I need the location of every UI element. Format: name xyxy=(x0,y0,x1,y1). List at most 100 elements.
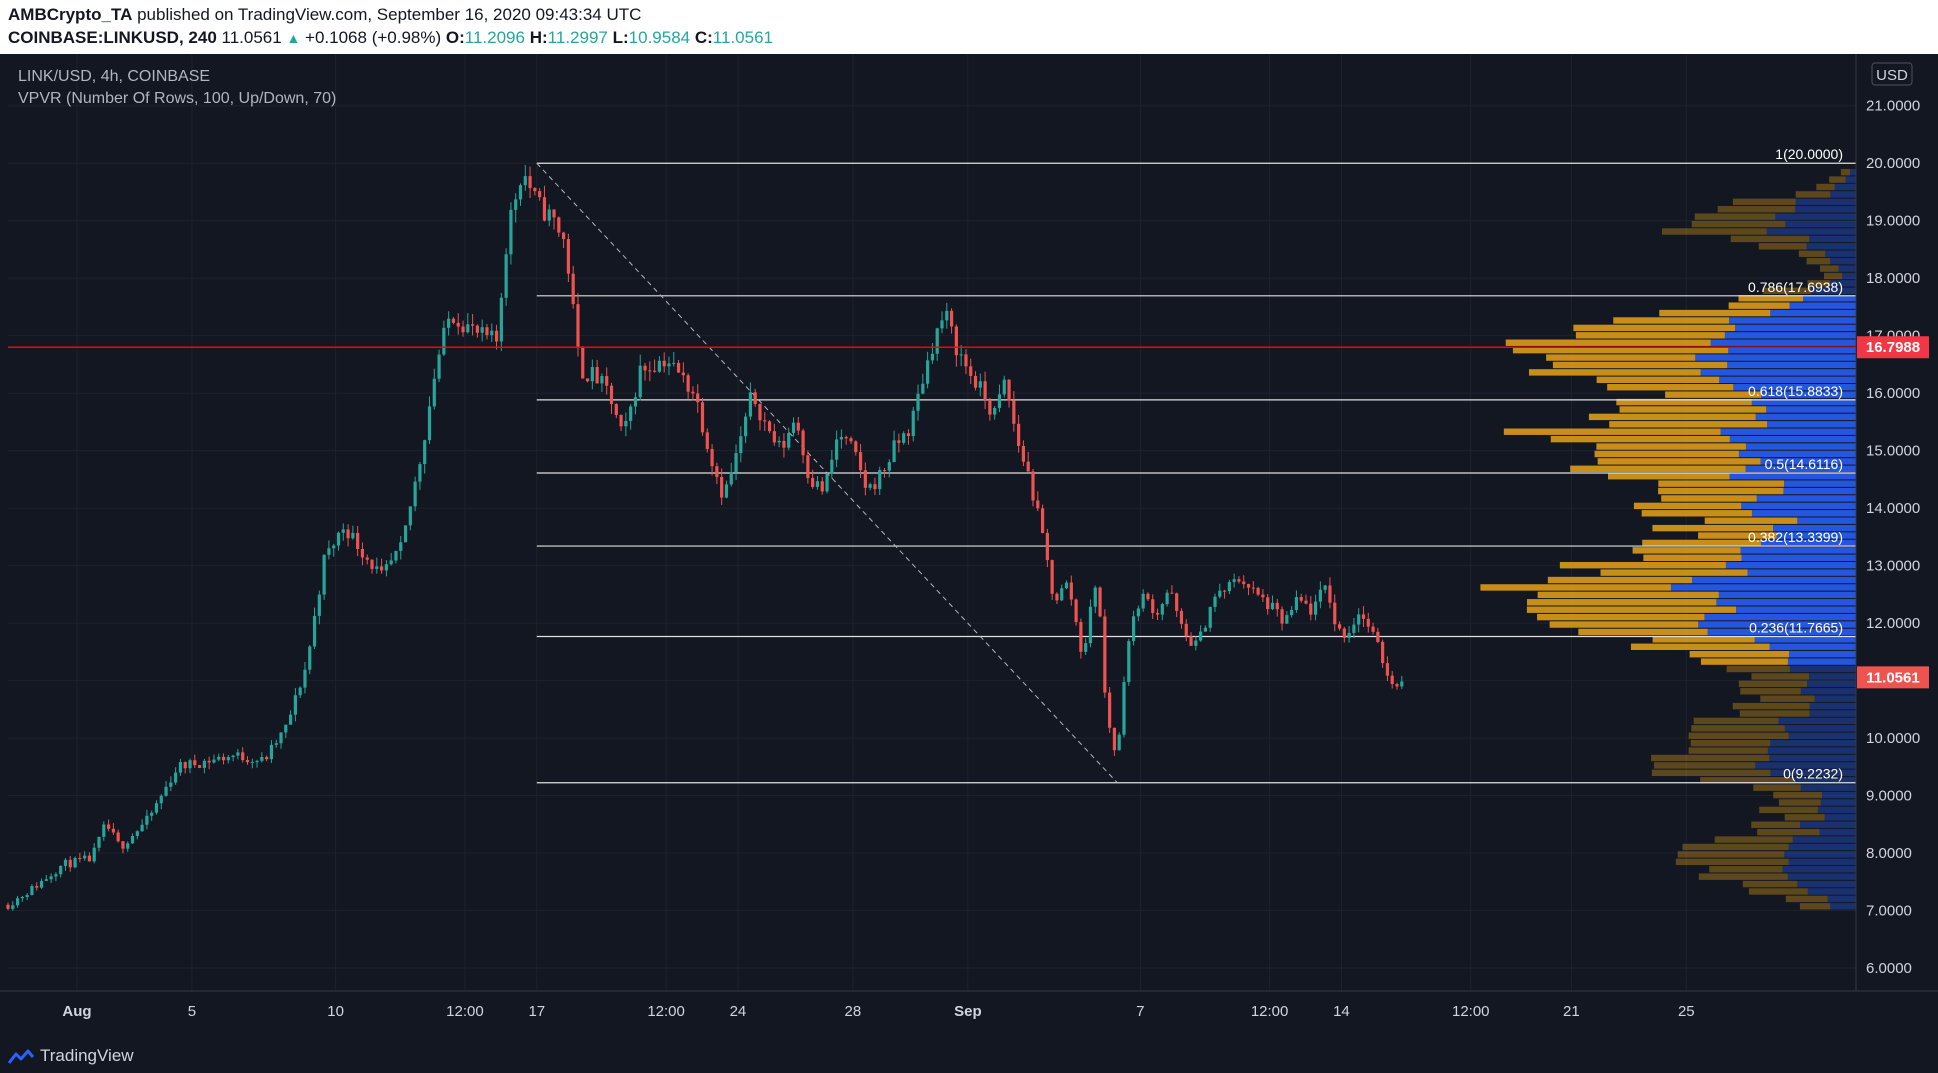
candle-body xyxy=(92,847,96,862)
vpvr-up-bar xyxy=(1809,235,1856,243)
candle-body xyxy=(490,330,494,336)
vpvr-up-bar xyxy=(1824,814,1856,821)
vpvr-down-bar xyxy=(1651,754,1770,762)
candle-body xyxy=(6,904,10,909)
candle-body xyxy=(1357,614,1361,625)
candle-body xyxy=(1064,582,1069,589)
candle-body xyxy=(1309,603,1313,615)
candle-body xyxy=(418,464,422,482)
time-axis[interactable]: Aug 5 10 12:00 17 12:00 24 28 Sep 7 12:00 14 12:00 21… xyxy=(62,1003,1694,1020)
vpvr-down-bar xyxy=(1559,561,1726,569)
x-tick-label: 21 xyxy=(1563,1003,1580,1020)
candle-body xyxy=(1155,612,1160,615)
candle-body xyxy=(878,470,882,490)
vpvr-down-bar xyxy=(1596,443,1746,450)
candle-body xyxy=(653,370,657,372)
vpvr-up-bar xyxy=(1783,487,1856,495)
candle-body xyxy=(217,756,221,760)
candle-body xyxy=(312,615,317,647)
vpvr-up-bar xyxy=(1803,295,1856,302)
vpvr-down-bar xyxy=(1704,517,1798,524)
candle-body xyxy=(346,529,350,539)
vpvr-down-bar xyxy=(1609,421,1768,428)
candle-body xyxy=(1203,627,1208,632)
vpvr-down-bar xyxy=(1732,198,1796,206)
candle-body xyxy=(83,855,87,859)
candle-body xyxy=(557,217,561,233)
candle-body xyxy=(1040,508,1045,533)
candle-body xyxy=(676,362,681,373)
vpvr-down-bar xyxy=(1503,428,1721,435)
candle-body xyxy=(1026,461,1030,472)
fib-trend-line[interactable] xyxy=(536,162,1118,784)
vpvr-down-bar xyxy=(1658,480,1785,487)
currency-button[interactable] xyxy=(1871,62,1913,86)
candle-body xyxy=(39,880,44,888)
vpvr-down-bar xyxy=(1632,547,1741,554)
candle-body xyxy=(30,886,34,896)
vpvr-up-bar xyxy=(1845,176,1856,183)
y-tick-label: 15.0000 xyxy=(1866,443,1920,460)
candle-body xyxy=(471,324,475,326)
vpvr-up-bar xyxy=(1830,257,1856,265)
candle-body xyxy=(629,406,633,421)
author-name[interactable]: AMBCrypto_TA xyxy=(8,5,133,24)
vpvr-down-bar xyxy=(1785,895,1828,903)
published-text: published on TradingView.com, September … xyxy=(132,5,642,24)
candle-body xyxy=(930,353,935,361)
candle-body xyxy=(1381,641,1385,664)
vpvr-up-bar xyxy=(1850,168,1856,176)
candle-body xyxy=(633,397,638,407)
vpvr-up-bar xyxy=(1795,198,1856,206)
candle-body xyxy=(308,646,312,670)
vpvr-up-bar xyxy=(1769,643,1856,650)
candle-body xyxy=(830,459,834,474)
vpvr-down-bar xyxy=(1661,228,1767,235)
vpvr-down-bar xyxy=(1773,791,1823,799)
low-label: L: xyxy=(612,28,629,47)
price-chart[interactable]: 1(20.0000) 0.786(17.6938) 0.618(15.8833) 0.… xyxy=(0,54,1938,1040)
candle-body xyxy=(1088,606,1093,644)
vpvr-down-bar xyxy=(1829,176,1846,183)
candle-body xyxy=(772,431,776,443)
candle-body xyxy=(255,760,259,763)
candle-body xyxy=(667,363,671,367)
vpvr-up-bar xyxy=(1788,858,1856,866)
vpvr-up-bar xyxy=(1807,888,1856,895)
x-tick-label: 12:00 xyxy=(1251,1003,1289,1020)
candle-body xyxy=(494,330,499,342)
vpvr-up-bar xyxy=(1736,606,1856,613)
candle-body xyxy=(140,824,144,832)
candle-body xyxy=(758,404,762,421)
candle-body xyxy=(935,328,939,354)
candle-body xyxy=(600,376,604,384)
price-axis[interactable]: 6.00007.00008.00009.000010.000011.000012… xyxy=(1866,98,1920,977)
brand-name[interactable]: TradingView xyxy=(40,1046,134,1065)
vpvr-down-bar xyxy=(1709,866,1783,873)
vpvr-down-bar xyxy=(1552,361,1728,369)
candle-body xyxy=(1045,532,1049,561)
candle-body xyxy=(1160,604,1164,615)
candle-body xyxy=(1251,587,1255,589)
vpvr-down-bar xyxy=(1690,739,1771,747)
vpvr-up-bar xyxy=(1766,406,1856,413)
last-price: 11.0561 xyxy=(221,28,282,47)
candle-body xyxy=(135,831,139,837)
y-tick-label: 20.0000 xyxy=(1866,155,1920,172)
candle-body xyxy=(868,484,872,488)
symbol-name: COINBASE:LINKUSD, xyxy=(8,28,184,47)
vpvr-down-bar xyxy=(1714,836,1793,843)
vpvr-down-bar xyxy=(1732,702,1810,710)
candle-body xyxy=(581,347,585,379)
candle-body xyxy=(1242,581,1246,585)
candle-body xyxy=(485,327,489,336)
vpvr-down-bar xyxy=(1798,250,1826,257)
candle-body xyxy=(739,436,743,454)
candle-body xyxy=(1261,594,1265,598)
candle-body xyxy=(1141,593,1145,609)
vpvr-up-bar xyxy=(1728,346,1856,354)
candle-body xyxy=(1021,445,1026,462)
candle-body xyxy=(356,532,360,549)
vpvr-up-bar xyxy=(1700,369,1856,376)
vpvr-down-bar xyxy=(1630,643,1770,650)
